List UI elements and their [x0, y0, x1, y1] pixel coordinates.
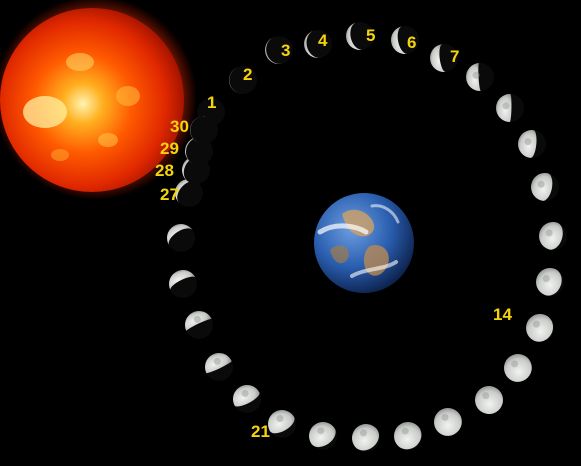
moon-phase — [229, 66, 257, 94]
label-day-2: 2 — [243, 65, 253, 84]
moon-phase — [531, 173, 559, 201]
moon-phase — [304, 30, 332, 58]
moon-orbit — [167, 22, 567, 452]
moon-phase — [352, 424, 380, 452]
moon-phase — [466, 63, 494, 91]
moon-phase — [167, 224, 195, 252]
moon-phase — [346, 22, 374, 50]
moon-phase — [190, 116, 218, 144]
moon-phase — [175, 179, 203, 207]
moon-phase — [309, 422, 337, 450]
moon-phase — [496, 94, 524, 122]
label-day-3: 3 — [281, 41, 291, 60]
label-day-14: 14 — [493, 305, 512, 324]
label-day-30: 30 — [170, 117, 189, 136]
label-day-21: 21 — [251, 422, 270, 441]
moon-phase — [430, 44, 458, 72]
label-day-29: 29 — [160, 139, 179, 158]
label-day-1: 1 — [207, 93, 217, 112]
moon-phase — [518, 130, 546, 158]
moon-phase — [539, 222, 567, 250]
moon-phase — [233, 385, 261, 413]
moon-phase — [536, 268, 564, 296]
moon-phase — [475, 386, 503, 414]
earth — [314, 193, 414, 293]
moon-phase — [268, 410, 296, 438]
sun — [0, 0, 197, 200]
moon-phase — [205, 353, 233, 381]
moon-phase — [185, 137, 213, 165]
moon-phase — [394, 422, 422, 450]
label-day-7: 7 — [450, 47, 460, 66]
label-day-6: 6 — [407, 33, 417, 52]
moon-phase — [504, 354, 532, 382]
moon-phase — [391, 26, 419, 54]
label-day-5: 5 — [366, 26, 376, 45]
moon-phase — [169, 270, 197, 298]
moon-phase — [265, 36, 293, 64]
moon-phase — [434, 408, 462, 436]
label-day-4: 4 — [318, 31, 328, 50]
moon-phase — [526, 314, 554, 342]
label-day-27: 27 — [160, 185, 179, 204]
label-day-28: 28 — [155, 161, 174, 180]
moon-phase — [185, 311, 213, 339]
